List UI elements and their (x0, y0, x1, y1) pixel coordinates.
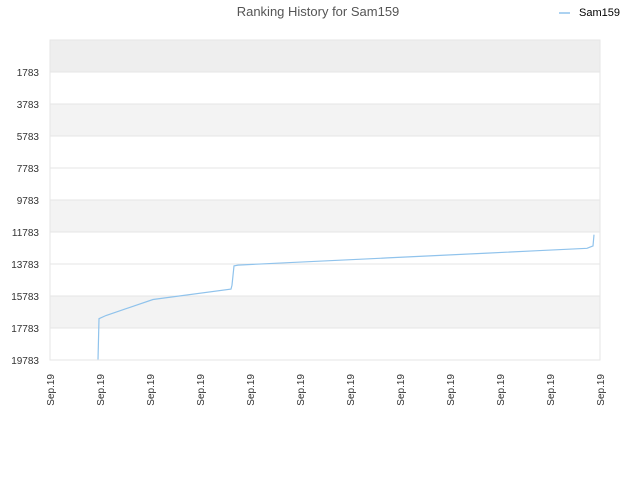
x-tick-label: Sep.19 (596, 374, 607, 406)
x-tick-label: Sep.19 (446, 374, 457, 406)
y-tick-label: 5783 (17, 132, 40, 143)
x-tick-label: Sep.19 (96, 374, 107, 406)
plot-band (50, 104, 600, 136)
plot-band (50, 168, 600, 200)
x-tick-label: Sep.19 (346, 374, 357, 406)
plot-band (50, 296, 600, 328)
y-tick-label: 15783 (11, 292, 39, 303)
series-line-sam159 (97, 234, 595, 361)
y-tick-label: 11783 (12, 228, 40, 239)
plot-band (50, 328, 600, 360)
x-tick-label: Sep.19 (496, 374, 507, 406)
plot-band (50, 264, 600, 296)
x-tick-label: Sep.19 (396, 374, 407, 406)
y-tick-label: 1783 (17, 68, 40, 79)
y-tick-label: 17783 (11, 324, 39, 335)
plot-bands (50, 40, 600, 360)
y-tick-label: 9783 (17, 196, 40, 207)
plot-band (50, 232, 600, 264)
y-tick-label: 7783 (17, 164, 40, 175)
plot-band (50, 136, 600, 168)
x-tick-label: Sep.19 (46, 374, 57, 406)
plot-band (50, 200, 600, 232)
plot-band (50, 72, 600, 104)
x-tick-label: Sep.19 (196, 374, 207, 406)
chart-title: Ranking History for Sam159 (237, 4, 400, 19)
y-tick-label: 19783 (11, 356, 39, 367)
legend: Sam159 (559, 7, 620, 19)
y-tick-label: 3783 (17, 100, 40, 111)
x-tick-label: Sep.19 (246, 374, 257, 406)
y-axis-labels: 1783 3783 5783 7783 9783 11783 13783 15783 17783… (11, 68, 39, 367)
plot-band (50, 40, 600, 72)
x-tick-label: Sep.19 (546, 374, 557, 406)
x-axis-labels: Sep.19 Sep.19 Sep.19 Sep.19 Sep.19 Sep.19 Sep.… (46, 374, 607, 406)
x-tick-label: Sep.19 (146, 374, 157, 406)
plot-frame (49, 39, 601, 361)
x-tick-label: Sep.19 (296, 374, 307, 406)
y-tick-label: 13783 (11, 260, 39, 271)
legend-label: Sam159 (579, 7, 620, 19)
